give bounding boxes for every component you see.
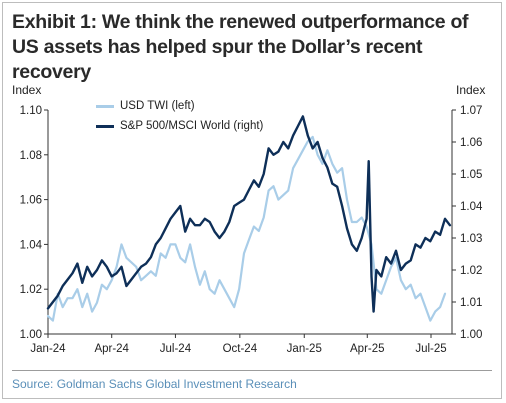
left-tick-label: 1.02 — [20, 284, 42, 296]
right-tick-label: 1.05 — [460, 169, 482, 181]
legend-item-usd-twi: USD TWI (left) — [96, 96, 263, 116]
series-line-usd-twi — [46, 135, 447, 322]
right-tick-label: 1.04 — [460, 201, 483, 213]
right-tick-label: 1.06 — [460, 137, 482, 149]
left-tick-label: 1.04 — [20, 239, 43, 251]
x-tick-label: Jul-24 — [160, 343, 192, 355]
x-tick-label: Oct-24 — [223, 343, 258, 355]
legend-label-usd-twi: USD TWI (left) — [120, 100, 195, 112]
right-tick-label: 1.07 — [460, 105, 482, 117]
left-tick-label: 1.00 — [20, 329, 42, 341]
legend-swatch-usd-twi — [96, 104, 114, 108]
legend-label-sp500-msci: S&P 500/MSCI World (right) — [120, 120, 264, 132]
left-tick-label: 1.08 — [20, 150, 42, 162]
x-tick-label: Jan-24 — [30, 343, 66, 355]
right-tick-label: 1.01 — [460, 297, 482, 309]
x-tick-label: Apr-24 — [94, 343, 129, 355]
source-note: Source: Goldman Sachs Global Investment … — [12, 377, 297, 391]
x-tick-label: Jan-25 — [287, 343, 322, 355]
right-tick-label: 1.00 — [460, 329, 482, 341]
x-tick-label: Apr-25 — [350, 343, 385, 355]
right-axis-title: Index — [456, 83, 486, 97]
left-tick-label: 1.06 — [20, 195, 42, 207]
series-line-sp500-msci — [46, 115, 452, 313]
left-tick-label: 1.10 — [20, 105, 42, 117]
legend-swatch-sp500-msci — [96, 124, 114, 128]
exhibit-frame — [2, 2, 502, 399]
right-tick-label: 1.03 — [460, 233, 482, 245]
exhibit-title: Exhibit 1: We think the renewed outperfo… — [12, 11, 469, 83]
legend-item-sp500-msci: S&P 500/MSCI World (right) — [96, 116, 263, 136]
x-tick-label: Jul-25 — [415, 343, 446, 355]
left-axis-title: Index — [12, 83, 42, 97]
footer-rule — [12, 370, 492, 371]
chart-legend: USD TWI (left) S&P 500/MSCI World (right… — [96, 96, 263, 136]
right-tick-label: 1.02 — [460, 265, 482, 277]
